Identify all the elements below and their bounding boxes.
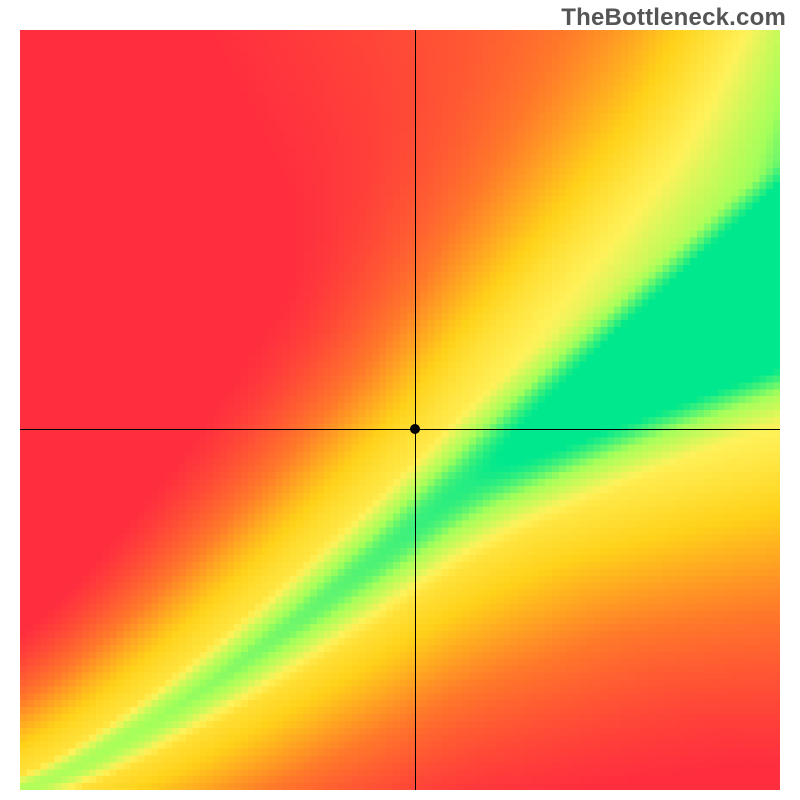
crosshair-horizontal — [20, 429, 780, 430]
bottleneck-heatmap — [20, 30, 780, 790]
chart-container: TheBottleneck.com — [0, 0, 800, 800]
watermark-text: TheBottleneck.com — [561, 4, 786, 32]
crosshair-marker-dot — [410, 424, 420, 434]
crosshair-vertical — [415, 30, 416, 790]
